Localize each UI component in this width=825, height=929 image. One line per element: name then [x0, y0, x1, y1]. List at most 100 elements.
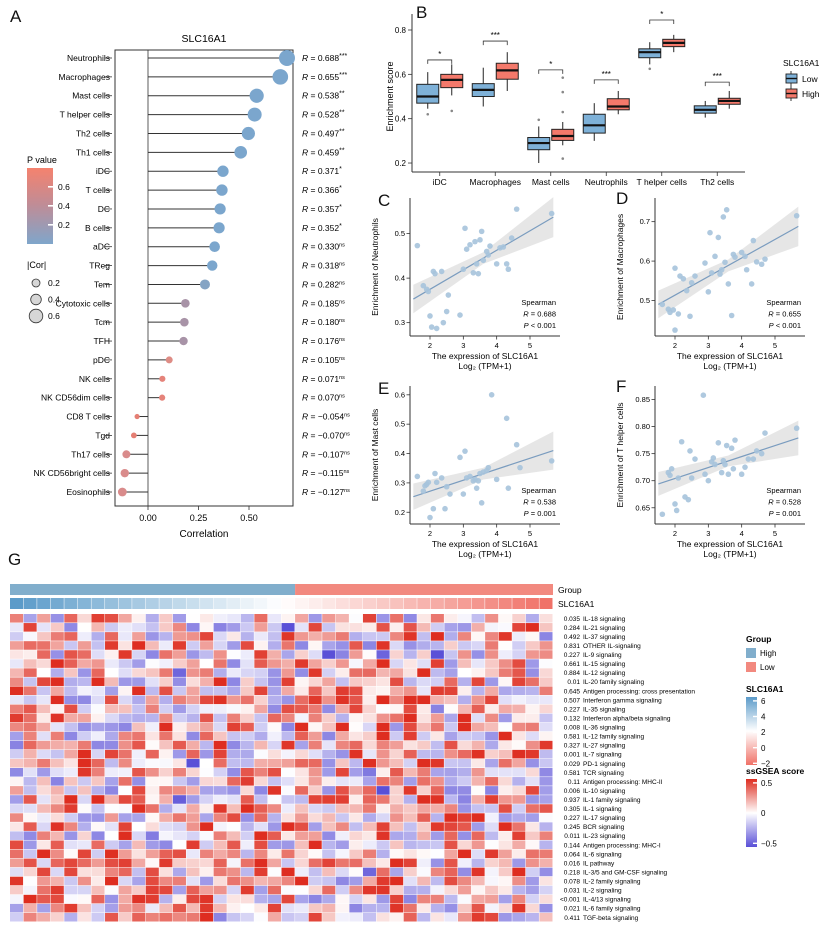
- heatmap-cell: [118, 894, 132, 904]
- heatmap-cell: [295, 840, 309, 850]
- pathway-pvalue: 0.016: [564, 860, 581, 867]
- heatmap-cell: [23, 813, 37, 822]
- scatter-point: [687, 448, 693, 454]
- scatter-point: [432, 470, 438, 477]
- heatmap-cell: [444, 804, 458, 813]
- heatmap-cell: [200, 831, 214, 840]
- heatmap-cell: [308, 740, 322, 750]
- heatmap-cell: [145, 731, 159, 741]
- pathway-name: Interferon alpha/beta signaling: [583, 715, 671, 722]
- box: [606, 98, 630, 111]
- heatmap-cell: [91, 831, 105, 840]
- correlation-value-label: R = 0.176ns: [302, 336, 345, 346]
- heatmap-cell: [376, 786, 390, 795]
- spearman-annotation: P < 0.001: [524, 321, 556, 330]
- scatter-point: [680, 276, 687, 282]
- heatmap-cell: [37, 641, 51, 650]
- heatmap-cell: [200, 659, 214, 668]
- scatter-point: [710, 455, 717, 461]
- heatmap-cell: [349, 867, 363, 877]
- heatmap-cell: [308, 786, 322, 795]
- heatmap-cell: [64, 722, 78, 732]
- heatmap-cell: [213, 912, 227, 922]
- lollipop-dot: [216, 184, 228, 196]
- heatmap-cell: [10, 795, 24, 804]
- heatmap-cell: [349, 731, 363, 741]
- heatmap-cell: [512, 686, 526, 696]
- heatmap-cell: [10, 650, 24, 659]
- heatmap-cell: [267, 686, 281, 696]
- heatmap-cell: [23, 849, 37, 859]
- slc-legend-tick-label: 6: [761, 697, 766, 706]
- correlation-value-label: R = −0.107ns: [302, 449, 350, 459]
- heatmap-cell: [77, 614, 91, 623]
- correlation-value-label: R = −0.054ns: [302, 412, 350, 422]
- heatmap-cell: [308, 758, 322, 768]
- heatmap-cell: [145, 822, 159, 831]
- heatmap-cell: [390, 614, 404, 623]
- slc16a1-annotation-cell: [376, 598, 390, 609]
- heatmap-cell: [308, 614, 322, 623]
- heatmap-cell: [390, 867, 404, 877]
- scatter-point: [688, 279, 695, 286]
- heatmap-cell: [417, 912, 431, 922]
- heatmap-cell: [362, 867, 377, 877]
- heatmap-cell: [145, 641, 159, 650]
- heatmap-cell: [213, 777, 227, 786]
- correlation-value-label: R = 0.105ns: [302, 355, 345, 365]
- heatmap-cell: [457, 704, 472, 714]
- category-label: Neutrophils: [585, 177, 628, 187]
- heatmap-cell: [254, 659, 268, 668]
- x-axis-title-line2: Log₂ (TPM+1): [703, 361, 756, 371]
- heatmap-cell: [295, 867, 309, 877]
- heatmap-cell: [390, 731, 404, 741]
- heatmap-cell: [50, 786, 64, 795]
- heatmap-cell: [308, 822, 322, 831]
- heatmap-cell: [498, 686, 512, 696]
- slc16a1-annotation-cell: [254, 598, 268, 609]
- heatmap-cell: [390, 894, 404, 904]
- heatmap-cell: [539, 903, 553, 913]
- heatmap-cell: [64, 623, 78, 632]
- scatter-point: [488, 392, 495, 398]
- scatter-point: [414, 242, 421, 249]
- heatmap-cell: [23, 677, 37, 686]
- lollipop-dot: [159, 375, 166, 382]
- heatmap-cell: [227, 804, 241, 813]
- heatmap-cell: [50, 840, 64, 850]
- scatter-point: [548, 458, 555, 464]
- heatmap-cell: [91, 777, 105, 786]
- heatmap-cell: [539, 704, 553, 714]
- heatmap-cell: [37, 632, 51, 641]
- heatmap-cell: [457, 876, 472, 886]
- heatmap-cell: [23, 822, 37, 831]
- heatmap-cell: [390, 777, 404, 786]
- heatmap-cell: [77, 876, 91, 886]
- heatmap-cell: [50, 704, 64, 714]
- heatmap-cell: [362, 894, 377, 904]
- heatmap-cell: [349, 695, 363, 705]
- slc16a1-annotation-cell: [227, 598, 241, 609]
- heatmap-cell: [145, 867, 159, 877]
- heatmap-cell: [349, 632, 363, 641]
- heatmap-cell: [322, 668, 336, 677]
- heatmap-cell: [50, 623, 64, 632]
- heatmap-cell: [417, 795, 431, 804]
- outlier-dot: [426, 112, 430, 116]
- ssgsea-legend-title: ssGSEA score: [746, 766, 805, 776]
- heatmap-cell: [23, 722, 37, 732]
- heatmap-cell: [77, 722, 91, 732]
- heatmap-cell: [37, 813, 51, 822]
- heatmap-cell: [362, 876, 377, 886]
- heatmap-cell: [186, 731, 200, 741]
- slc16a1-annotation-cell: [159, 598, 173, 609]
- heatmap-cell: [50, 804, 64, 813]
- heatmap-cell: [213, 614, 227, 623]
- heatmap-cell: [444, 903, 458, 913]
- heatmap-cell: [525, 659, 539, 668]
- box: [638, 48, 662, 59]
- spearman-annotation: P = 0.001: [524, 509, 556, 518]
- heatmap-cell: [335, 650, 349, 659]
- correlation-value-label: R = 0.357*: [302, 204, 342, 214]
- heatmap-cell: [132, 912, 146, 922]
